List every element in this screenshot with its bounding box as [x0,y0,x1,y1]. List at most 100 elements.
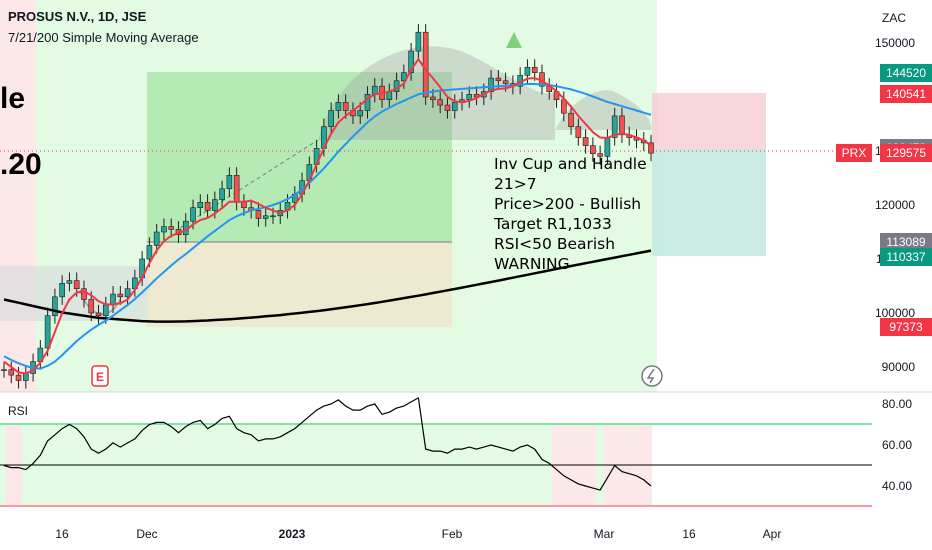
price-badge: 113089 [880,233,932,252]
x-tick-label: Dec [136,527,157,541]
candle [212,199,218,211]
candle [146,245,153,260]
annotation-line: Inv Cup and Handle [494,155,647,173]
candle [531,67,538,74]
price-badge: 129575 [880,144,932,163]
rsi-tick-label: 40.00 [882,479,912,493]
rsi-title: RSI [8,404,28,418]
candle [1,369,7,372]
earnings-icon [91,365,109,387]
annotation-line: Target R1,1033 [494,215,612,233]
candle [161,226,167,233]
rsi-tick-label: 60.00 [882,438,912,452]
candle [524,67,531,76]
candle [95,312,102,316]
symbol-title[interactable]: PROSUS N.V., 1D, JSE [8,9,147,24]
candle [422,31,429,98]
candle [226,175,233,190]
cup-shape [318,46,555,140]
candle [190,207,196,222]
candle [23,373,29,381]
candle [168,226,175,230]
candle [73,280,80,290]
candle [364,94,371,111]
candle [619,115,625,136]
candle [495,77,502,82]
candle [204,202,211,211]
price-badge: 97373 [880,318,932,337]
annotation-line: WARNING [494,255,570,273]
candle [648,142,654,154]
x-tick-label: 16 [682,527,696,541]
candle [88,299,95,314]
price-tick-label: 120000 [875,198,915,212]
candle [408,50,414,73]
candle [590,145,596,155]
ticker-badge: PRX [836,144,872,163]
candle [582,137,589,146]
annotation-line: 21>7 [494,175,537,193]
sma7-line [3,57,652,375]
rsi-tick-label: 80.00 [882,397,912,411]
sma21-line [3,83,652,370]
candle [59,282,65,298]
price-badge: 144520 [880,63,932,82]
candle [270,215,276,218]
candle [117,293,124,298]
candle [262,215,269,219]
candle [233,175,240,203]
candle [15,374,22,381]
trend-line [179,139,319,229]
candle [451,102,458,111]
candle [502,80,509,84]
pattern-annotation[interactable]: Inv Cup and Handle 21>7 Price>200 - Bullis… [494,154,647,274]
candle [52,296,58,316]
candle [415,31,422,52]
candle [335,102,342,111]
stop-zone [652,93,766,149]
candle [575,126,582,138]
x-tick-label: Feb [442,527,463,541]
reward-zone [652,149,766,256]
candle [153,231,160,246]
bear-zone-bg [0,0,36,392]
currency-label: ZAC [882,11,906,25]
candle [197,202,204,209]
candle [44,315,51,349]
candle [219,188,225,200]
candle [328,110,334,128]
candle [357,110,364,117]
candle [437,99,444,106]
price-tick-label: 90000 [882,360,916,374]
x-tick-label: 2023 [279,527,306,541]
x-tick-label: Mar [594,527,615,541]
rsi-line [3,396,652,491]
candle [444,104,451,111]
price-badge: 140541 [880,85,932,104]
candle [102,304,109,316]
candle [8,369,15,376]
partial-text-1: le [0,82,26,115]
annotation-line: RSI<50 Bearish [494,235,616,253]
signal-triangle-icon [506,32,522,48]
candle [342,102,349,111]
candle [597,153,603,157]
cup-range-box [147,72,452,242]
earnings-icon-letter: E [96,370,104,384]
candle [430,96,436,100]
candle [124,288,131,298]
lightning-icon [646,368,655,384]
candle [81,288,87,300]
candle [241,202,247,209]
handle-shape [555,90,652,130]
price-badge: 110337 [880,248,932,267]
indicator-title[interactable]: 7/21/200 Simple Moving Average [8,30,199,45]
price-tick-label: 150000 [875,36,915,50]
candle [255,210,262,219]
x-tick-label: Apr [763,527,782,541]
partial-text-2: .20 [0,148,42,181]
candle [568,112,574,127]
x-tick-label: 16 [55,527,69,541]
price-tick-label: 100000 [875,306,915,320]
